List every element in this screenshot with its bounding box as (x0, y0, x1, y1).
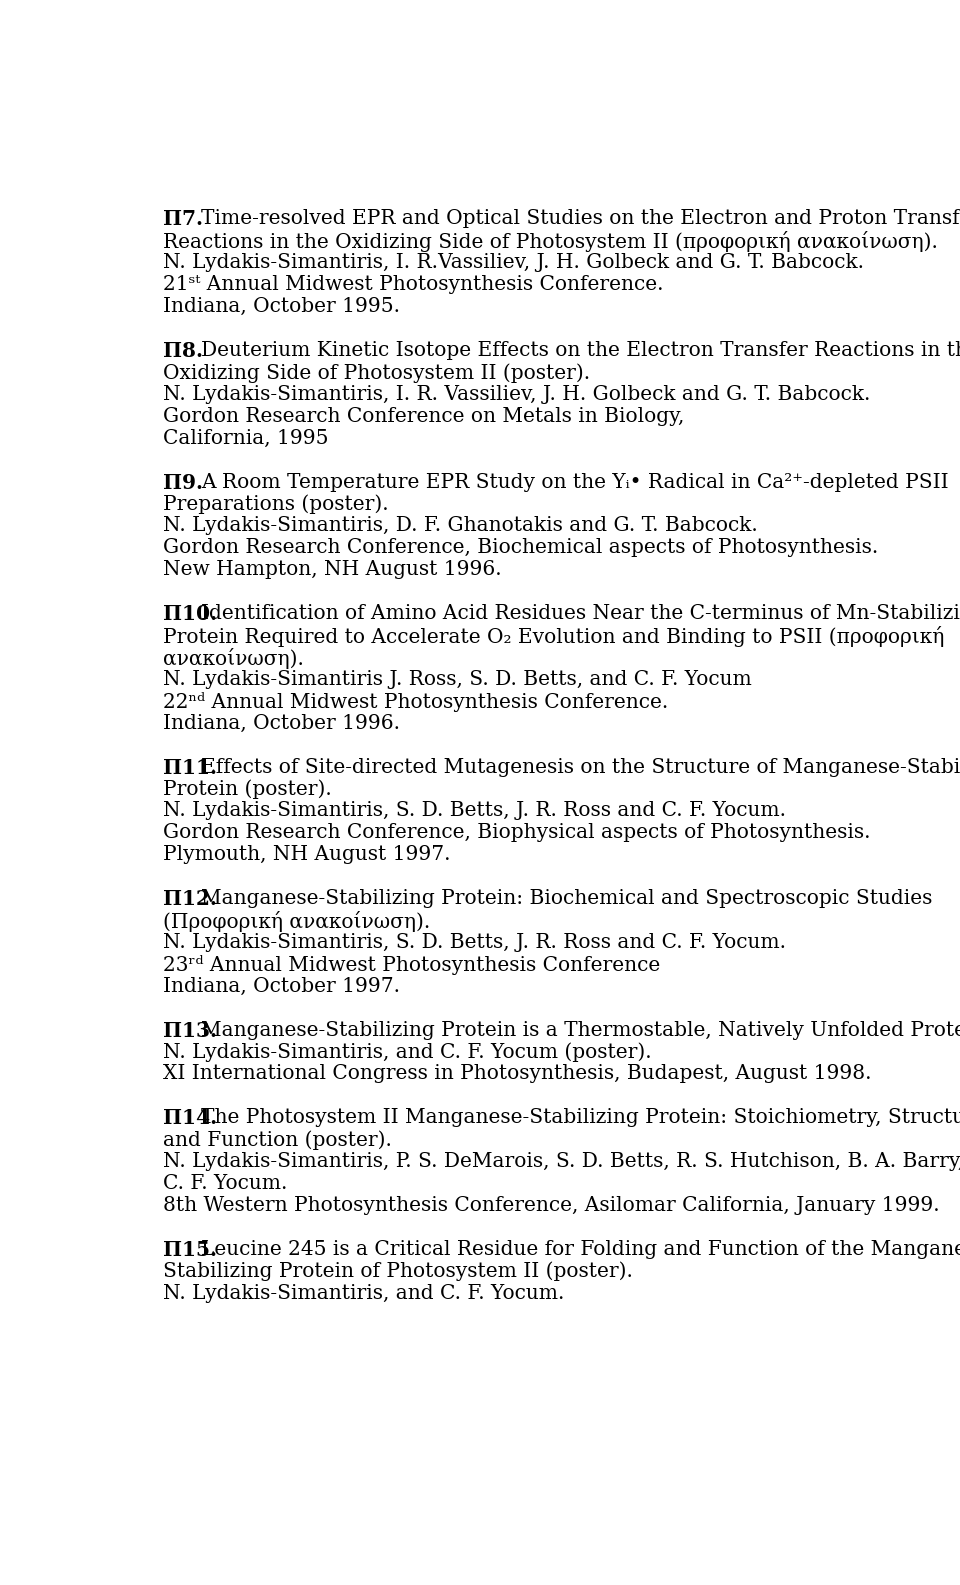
Text: 8th Western Photosynthesis Conference, Asilomar California, January 1999.: 8th Western Photosynthesis Conference, A… (162, 1197, 939, 1216)
Text: N. Lydakis-Simantiris, I. R. Vassiliev, J. H. Golbeck and G. T. Babcock.: N. Lydakis-Simantiris, I. R. Vassiliev, … (162, 385, 870, 404)
Text: N. Lydakis-Simantiris, D. F. Ghanotakis and G. T. Babcock.: N. Lydakis-Simantiris, D. F. Ghanotakis … (162, 517, 757, 536)
Text: Indiana, October 1995.: Indiana, October 1995. (162, 296, 399, 315)
Text: ανακοίνωση).: ανακοίνωση). (162, 648, 303, 669)
Text: Π14.: Π14. (162, 1108, 217, 1129)
Text: Π9.: Π9. (162, 472, 203, 493)
Text: Gordon Research Conference on Metals in Biology,: Gordon Research Conference on Metals in … (162, 407, 684, 426)
Text: Time-resolved EPR and Optical Studies on the Electron and Proton Transfer: Time-resolved EPR and Optical Studies on… (202, 209, 960, 228)
Text: Manganese-Stabilizing Protein is a Thermostable, Natively Unfolded Protein.: Manganese-Stabilizing Protein is a Therm… (202, 1021, 960, 1040)
Text: Π8.: Π8. (162, 341, 203, 361)
Text: 22ⁿᵈ Annual Midwest Photosynthesis Conference.: 22ⁿᵈ Annual Midwest Photosynthesis Confe… (162, 691, 668, 712)
Text: Plymouth, NH August 1997.: Plymouth, NH August 1997. (162, 845, 450, 864)
Text: New Hampton, NH August 1996.: New Hampton, NH August 1996. (162, 560, 501, 579)
Text: Deuterium Kinetic Isotope Effects on the Electron Transfer Reactions in the: Deuterium Kinetic Isotope Effects on the… (202, 341, 960, 360)
Text: Π11.: Π11. (162, 758, 217, 778)
Text: 21ˢᵗ Annual Midwest Photosynthesis Conference.: 21ˢᵗ Annual Midwest Photosynthesis Confe… (162, 276, 663, 295)
Text: (Προφορική ανακοίνωση).: (Προφορική ανακοίνωση). (162, 911, 430, 932)
Text: Reactions in the Oxidizing Side of Photosystem II (προφορική ανακοίνωση).: Reactions in the Oxidizing Side of Photo… (162, 231, 938, 252)
Text: N. Lydakis-Simantiris, P. S. DeMarois, S. D. Betts, R. S. Hutchison, B. A. Barry: N. Lydakis-Simantiris, P. S. DeMarois, S… (162, 1152, 960, 1171)
Text: 23ʳᵈ Annual Midwest Photosynthesis Conference: 23ʳᵈ Annual Midwest Photosynthesis Confe… (162, 954, 660, 975)
Text: N. Lydakis-Simantiris, and C. F. Yocum (poster).: N. Lydakis-Simantiris, and C. F. Yocum (… (162, 1043, 651, 1062)
Text: Indiana, October 1996.: Indiana, October 1996. (162, 713, 399, 732)
Text: XI International Congress in Photosynthesis, Budapest, August 1998.: XI International Congress in Photosynthe… (162, 1065, 871, 1084)
Text: The Photosystem II Manganese-Stabilizing Protein: Stoichiometry, Structure,: The Photosystem II Manganese-Stabilizing… (202, 1108, 960, 1127)
Text: Π10.: Π10. (162, 604, 217, 624)
Text: Preparations (poster).: Preparations (poster). (162, 495, 388, 514)
Text: C. F. Yocum.: C. F. Yocum. (162, 1174, 287, 1194)
Text: Π7.: Π7. (162, 209, 203, 230)
Text: Indiana, October 1997.: Indiana, October 1997. (162, 976, 399, 995)
Text: N. Lydakis-Simantiris, S. D. Betts, J. R. Ross and C. F. Yocum.: N. Lydakis-Simantiris, S. D. Betts, J. R… (162, 934, 785, 953)
Text: Π13.: Π13. (162, 1021, 217, 1041)
Text: N. Lydakis-Simantiris, S. D. Betts, J. R. Ross and C. F. Yocum.: N. Lydakis-Simantiris, S. D. Betts, J. R… (162, 802, 785, 821)
Text: and Function (poster).: and Function (poster). (162, 1130, 392, 1149)
Text: Stabilizing Protein of Photosystem II (poster).: Stabilizing Protein of Photosystem II (p… (162, 1262, 633, 1281)
Text: N. Lydakis-Simantiris, and C. F. Yocum.: N. Lydakis-Simantiris, and C. F. Yocum. (162, 1284, 564, 1303)
Text: California, 1995: California, 1995 (162, 428, 328, 447)
Text: N. Lydakis-Simantiris, I. R.Vassiliev, J. H. Golbeck and G. T. Babcock.: N. Lydakis-Simantiris, I. R.Vassiliev, J… (162, 254, 864, 273)
Text: Π15.: Π15. (162, 1239, 217, 1260)
Text: Protein Required to Accelerate O₂ Evolution and Binding to PSII (προφορική: Protein Required to Accelerate O₂ Evolut… (162, 626, 944, 647)
Text: Oxidizing Side of Photosystem II (poster).: Oxidizing Side of Photosystem II (poster… (162, 363, 589, 382)
Text: N. Lydakis-Simantiris J. Ross, S. D. Betts, and C. F. Yocum: N. Lydakis-Simantiris J. Ross, S. D. Bet… (162, 670, 752, 689)
Text: Gordon Research Conference, Biophysical aspects of Photosynthesis.: Gordon Research Conference, Biophysical … (162, 823, 870, 842)
Text: Π12.: Π12. (162, 889, 217, 910)
Text: Manganese-Stabilizing Protein: Biochemical and Spectroscopic Studies: Manganese-Stabilizing Protein: Biochemic… (202, 889, 933, 908)
Text: Effects of Site-directed Mutagenesis on the Structure of Manganese-Stabilizing: Effects of Site-directed Mutagenesis on … (202, 758, 960, 777)
Text: A Room Temperature EPR Study on the Yᵢ• Radical in Ca²⁺-depleted PSII: A Room Temperature EPR Study on the Yᵢ• … (202, 472, 949, 491)
Text: Leucine 245 is a Critical Residue for Folding and Function of the Manganese: Leucine 245 is a Critical Residue for Fo… (202, 1239, 960, 1258)
Text: Protein (poster).: Protein (poster). (162, 780, 331, 799)
Text: Gordon Research Conference, Biochemical aspects of Photosynthesis.: Gordon Research Conference, Biochemical … (162, 539, 877, 558)
Text: Identification of Amino Acid Residues Near the C-terminus of Mn-Stabilizing: Identification of Amino Acid Residues Ne… (202, 604, 960, 623)
